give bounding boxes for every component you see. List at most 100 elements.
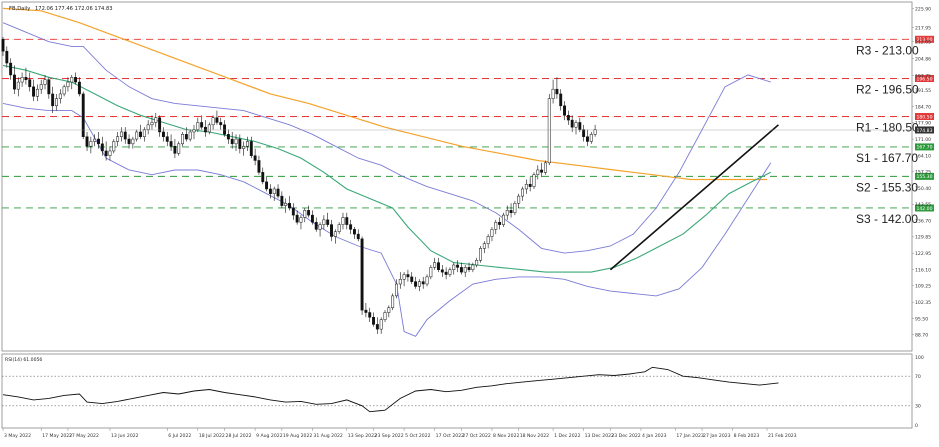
candle-body: [395, 283, 398, 297]
x-tick-label: 27 May 2022: [69, 433, 99, 439]
level-label-5: S3 - 142.00: [856, 212, 918, 226]
y-tick-label: 102.35: [915, 300, 931, 306]
current-price-label: 174.83: [916, 128, 932, 134]
candle-body: [543, 162, 547, 173]
candle-body: [291, 207, 295, 216]
candle-body: [509, 210, 513, 213]
x-tick-label: 28 Jul 2022: [226, 433, 252, 439]
y-tick-label: 109.25: [915, 284, 931, 290]
y-tick-label: 184.70: [915, 104, 931, 110]
candle-body: [498, 221, 502, 225]
candle-body: [97, 138, 100, 145]
y-tick-label: 88.70: [915, 332, 928, 338]
candle-body: [119, 131, 123, 137]
candle-body: [417, 281, 421, 287]
y-tick-label: 143.55: [915, 202, 931, 208]
level-price-box-1: [915, 74, 934, 82]
candle-body: [77, 81, 81, 95]
candle-body: [540, 169, 544, 173]
candle-body: [372, 317, 375, 325]
candle-body: [284, 202, 288, 206]
candle-body: [326, 219, 330, 225]
candle-body: [578, 122, 582, 130]
candle-body: [463, 267, 467, 273]
ohlc-values: 172.06 177.46 172.06 174.83: [35, 6, 113, 12]
candle-body: [246, 141, 249, 147]
candle-body: [406, 274, 410, 278]
candle-body: [322, 219, 326, 225]
x-tick-label: 3 May 2022: [4, 433, 31, 439]
level-label-3: S1 - 167.70: [856, 151, 918, 165]
candle-body: [89, 141, 93, 147]
candle-body: [173, 145, 177, 154]
candle-body: [261, 172, 265, 183]
candle-body: [352, 229, 356, 235]
candle-body: [536, 169, 540, 175]
y-tick-label: 225.90: [915, 6, 931, 12]
candle-body: [219, 122, 223, 126]
candle-body: [146, 124, 150, 130]
candle-body: [341, 217, 345, 225]
candles-layer: [1, 36, 597, 334]
candle-body: [47, 79, 51, 95]
x-tick-label: 18 Nov 2022: [520, 433, 549, 439]
candle-body: [66, 81, 70, 88]
candle-body: [288, 202, 291, 209]
level-price-box-4: [915, 172, 934, 180]
candle-body: [55, 98, 58, 107]
level-price-box-text-0: 213.00: [916, 37, 932, 43]
candle-body: [234, 138, 238, 145]
candle-body: [425, 276, 429, 285]
x-tick-label: 27 Oct 2022: [462, 433, 490, 439]
x-tick-label: 6 Jul 2022: [168, 433, 191, 439]
candle-body: [494, 221, 498, 230]
x-tick-label: 1 Dec 2022: [554, 433, 581, 439]
candle-body: [139, 131, 142, 137]
candle-body: [479, 248, 482, 261]
candle-body: [100, 143, 104, 152]
candle-body: [551, 88, 555, 99]
candle-body: [345, 217, 349, 225]
indicators-layer: [2, 7, 779, 337]
x-tick-label: 4 Jan 2023: [642, 433, 667, 439]
level-label-4: S2 - 155.30: [856, 180, 918, 194]
level-price-box-text-1: 196.50: [916, 76, 932, 82]
rsi-tick-label: 0: [915, 423, 918, 429]
candle-body: [184, 134, 188, 140]
candle-body: [383, 312, 387, 320]
candle-body: [410, 276, 414, 282]
candle-body: [158, 117, 162, 133]
candle-body: [280, 195, 284, 206]
candle-body: [299, 217, 303, 223]
chart-frames: [1, 1, 913, 429]
y-tick-label: 164.10: [915, 153, 931, 159]
candle-body: [375, 324, 379, 330]
candle-body: [356, 233, 360, 240]
candle-body: [333, 231, 337, 237]
ma-orange-line: [2, 7, 767, 181]
candle-body: [200, 122, 204, 128]
level-price-box-2: [915, 113, 934, 121]
candle-body: [314, 221, 318, 230]
candle-body: [9, 62, 13, 76]
candle-body: [513, 202, 517, 213]
candle-body: [364, 309, 368, 313]
candle-body: [574, 122, 578, 128]
level-price-box-0: [915, 35, 934, 43]
candle-body: [402, 274, 406, 280]
candle-body: [112, 141, 116, 152]
y-tick-label: 116.10: [915, 267, 931, 273]
x-tick-label: 23 Sep 2022: [375, 433, 404, 439]
x-tick-label: 17 Oct 2022: [436, 433, 464, 439]
y-tick-label: 197.75: [915, 73, 931, 79]
candle-body: [360, 238, 364, 311]
y-tick-label: 95.50: [915, 316, 928, 322]
candle-body: [93, 138, 97, 142]
candle-body: [532, 174, 536, 187]
candle-body: [135, 131, 139, 140]
candle-body: [517, 195, 521, 204]
x-tick-label: 31 Aug 2022: [313, 433, 343, 439]
candle-body: [5, 50, 9, 64]
candle-body: [387, 307, 391, 313]
